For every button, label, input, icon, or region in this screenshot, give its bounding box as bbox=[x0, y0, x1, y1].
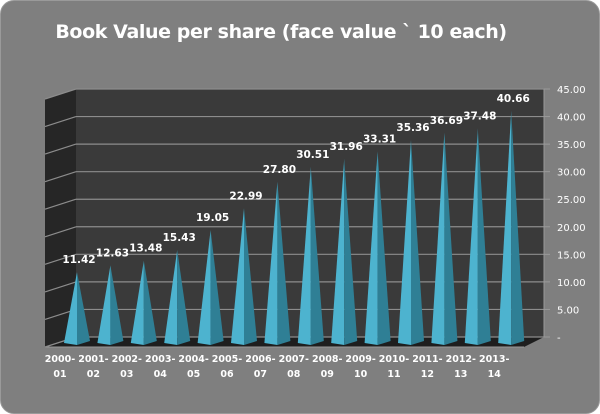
pyramid-bar-face-left bbox=[130, 260, 144, 345]
pyramid-bar-face-right bbox=[277, 181, 291, 345]
pyramid-bar-face-left bbox=[498, 110, 512, 346]
side-gridline bbox=[44, 253, 77, 265]
y-tick-label: 40.00 bbox=[557, 113, 586, 124]
side-gridline bbox=[44, 281, 77, 293]
y-tick-label: 25.00 bbox=[557, 195, 586, 206]
pyramid-bar-face-left bbox=[97, 265, 111, 345]
data-label: 33.31 bbox=[363, 133, 396, 145]
pyramid-bar-face-right bbox=[511, 110, 525, 346]
x-tick-label: 03 bbox=[120, 369, 133, 380]
pyramid-bar-face-left bbox=[331, 158, 345, 345]
x-tick-label: 11 bbox=[387, 369, 400, 380]
y-tick-label: 30.00 bbox=[557, 168, 586, 179]
pyramid-bar-face-right bbox=[344, 158, 358, 345]
y-tick-label: 5.00 bbox=[557, 305, 579, 316]
x-tick-label: 07 bbox=[254, 369, 267, 380]
data-label: 22.99 bbox=[229, 190, 262, 202]
x-tick-label: 14 bbox=[488, 369, 502, 380]
side-gridline bbox=[44, 198, 77, 210]
pyramid-bar-face-left bbox=[364, 151, 378, 345]
x-tick-label: 05 bbox=[187, 369, 200, 380]
pyramid-bar-face-right bbox=[77, 272, 90, 345]
pyramid-bar-face-left bbox=[231, 208, 244, 345]
x-tick-label: 08 bbox=[287, 369, 301, 380]
x-tick-label: 2001- bbox=[78, 354, 108, 365]
pyramid-bar-face-right bbox=[310, 166, 324, 345]
x-tick-label: 2012- bbox=[446, 354, 476, 365]
pyramid-bar-face-left bbox=[264, 181, 278, 345]
x-tick-label: 10 bbox=[354, 369, 368, 380]
data-label: 15.43 bbox=[163, 232, 196, 244]
data-label: 36.69 bbox=[430, 115, 463, 127]
pyramid-bar-face-left bbox=[64, 272, 77, 345]
x-tick-label: 09 bbox=[321, 369, 334, 380]
x-tick-label: 2002- bbox=[112, 354, 142, 365]
pyramid-bar-face-right bbox=[477, 128, 491, 345]
x-tick-label: 06 bbox=[220, 369, 234, 380]
y-tick-label: 35.00 bbox=[557, 140, 586, 151]
y-tick-label: 15.00 bbox=[557, 250, 586, 261]
side-gridline bbox=[44, 171, 77, 183]
side-wall bbox=[45, 89, 76, 347]
side-gridline bbox=[44, 115, 77, 128]
side-gridline bbox=[44, 143, 77, 155]
x-tick-label: 2013- bbox=[479, 354, 509, 365]
x-tick-label: 2000- bbox=[45, 354, 75, 365]
x-tick-label: 2009- bbox=[345, 354, 375, 365]
pyramid-bar-face-right bbox=[244, 208, 257, 345]
pyramid-bar-face-right bbox=[377, 151, 391, 345]
x-tick-label: 2007- bbox=[279, 354, 309, 365]
y-tick-label: 20.00 bbox=[557, 223, 586, 234]
data-label: 11.42 bbox=[62, 254, 95, 266]
pyramid-bar-face-right bbox=[210, 230, 224, 345]
y-tick-label: 10.00 bbox=[557, 278, 586, 289]
chart-title: Book Value per share (face value ` 10 ea… bbox=[55, 21, 507, 43]
pyramid-bar-face-right bbox=[110, 265, 124, 345]
pyramid-bar-face-left bbox=[164, 249, 178, 345]
pyramid-bar-face-left bbox=[297, 166, 311, 345]
x-tick-label: 2006- bbox=[245, 354, 275, 365]
pyramid-bar-face-right bbox=[177, 249, 191, 345]
x-tick-label: 2010- bbox=[379, 354, 409, 365]
data-label: 12.63 bbox=[96, 247, 129, 259]
pyramid-bar-face-left bbox=[197, 230, 211, 345]
data-label: 37.48 bbox=[463, 110, 496, 122]
pyramid-bar-face-right bbox=[143, 260, 157, 345]
data-label: 31.96 bbox=[330, 141, 363, 153]
data-label: 30.51 bbox=[296, 149, 329, 161]
y-tick-label: 45.00 bbox=[557, 85, 586, 96]
x-tick-label: 2011- bbox=[412, 354, 442, 365]
side-gridline bbox=[44, 88, 77, 100]
pyramid-bar-face-left bbox=[398, 140, 411, 345]
pyramid-bar-face-left bbox=[431, 132, 445, 345]
x-tick-label: 2004- bbox=[178, 354, 208, 365]
data-label: 13.48 bbox=[129, 243, 162, 255]
x-tick-label: 2005- bbox=[212, 354, 242, 365]
data-label: 35.36 bbox=[396, 122, 429, 134]
x-tick-label: 13 bbox=[454, 369, 467, 380]
x-tick-label: 01 bbox=[53, 369, 66, 380]
pyramid-bar-face-left bbox=[464, 128, 478, 345]
x-tick-label: 12 bbox=[421, 369, 434, 380]
x-tick-label: 04 bbox=[154, 369, 168, 380]
side-gridline bbox=[44, 226, 77, 238]
x-tick-label: 2003- bbox=[145, 354, 175, 365]
pyramid-bar-face-right bbox=[444, 132, 458, 345]
y-tick-label: - bbox=[557, 333, 561, 344]
x-tick-label: 02 bbox=[87, 369, 100, 380]
data-label: 40.66 bbox=[497, 93, 530, 105]
data-label: 19.05 bbox=[196, 212, 229, 224]
data-label: 27.80 bbox=[263, 164, 296, 176]
x-tick-label: 2008- bbox=[312, 354, 342, 365]
pyramid-bar-face-right bbox=[411, 140, 424, 345]
